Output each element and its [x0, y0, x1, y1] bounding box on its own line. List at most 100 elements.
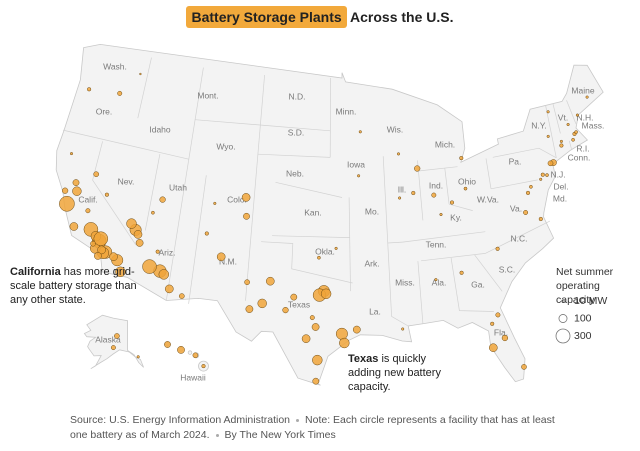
- plant-bubble: [320, 288, 332, 299]
- plant-bubble: [104, 192, 109, 197]
- plant-bubble: [309, 315, 315, 321]
- state-border: [444, 168, 450, 205]
- plant-bubble: [155, 249, 160, 254]
- annotation-bold: California: [10, 266, 61, 278]
- state-label: Ore.: [96, 106, 113, 116]
- state-border: [261, 241, 353, 284]
- plant-bubble: [192, 352, 199, 359]
- state-label: Va.: [510, 203, 522, 213]
- plant-bubble: [459, 270, 464, 275]
- plant-bubble: [312, 354, 323, 366]
- state-border: [421, 220, 551, 262]
- state-border: [449, 203, 473, 211]
- state-label: Calif.: [78, 194, 97, 204]
- state-border: [490, 179, 538, 190]
- state-label: Alaska: [95, 334, 121, 344]
- state-border: [402, 231, 486, 243]
- plant-bubble: [311, 323, 320, 331]
- plant-bubble: [61, 187, 69, 194]
- state-label: Idaho: [149, 124, 171, 134]
- plant-bubble: [301, 334, 311, 343]
- annotation-text: is quickly adding new battery capacity.: [348, 353, 441, 393]
- plant-bubble: [525, 190, 531, 195]
- state-label: N.Y.: [531, 120, 546, 130]
- plant-bubble: [545, 173, 549, 177]
- state-border: [137, 57, 152, 119]
- plant-bubble: [114, 333, 120, 339]
- title-highlight: Battery Storage Plants: [186, 6, 347, 28]
- plant-bubble: [357, 174, 361, 178]
- state-label: Wis.: [387, 124, 404, 134]
- plant-bubble: [459, 156, 464, 161]
- plant-bubble: [139, 72, 142, 76]
- state-label: Neb.: [286, 168, 304, 178]
- legend-label: 100: [574, 312, 592, 324]
- state-border: [450, 257, 494, 312]
- separator: [215, 433, 219, 437]
- state-border: [545, 105, 557, 158]
- state-label: Fla.: [494, 327, 508, 337]
- legend-label: 10 MW: [574, 295, 607, 307]
- state-border: [165, 67, 204, 301]
- plant-bubble: [439, 212, 443, 217]
- plant-bubble: [241, 193, 251, 202]
- state-border: [485, 158, 492, 189]
- plant-bubble: [69, 222, 79, 231]
- state-border: [417, 261, 424, 324]
- plant-bubble: [213, 201, 217, 205]
- plant-bubble: [317, 255, 321, 260]
- plant-bubble: [93, 231, 109, 246]
- plant-bubble: [489, 343, 498, 352]
- plant-bubble: [449, 200, 455, 205]
- state-label: Ariz.: [159, 247, 176, 257]
- state-label: Vt.: [558, 112, 568, 122]
- plant-bubble: [434, 278, 438, 282]
- plant-bubble: [244, 279, 250, 286]
- state-label: La.: [369, 306, 381, 316]
- state-label: Ohio: [458, 176, 476, 186]
- plant-bubble: [85, 208, 91, 214]
- plant-bubble: [547, 160, 554, 167]
- plant-bubble: [414, 165, 421, 172]
- credit: By The New York Times: [224, 429, 336, 441]
- plant-bubble: [539, 177, 543, 181]
- state-label: R.I.: [576, 143, 589, 153]
- state-label: S.C.: [499, 264, 516, 274]
- plant-bubble: [69, 152, 74, 156]
- state-border: [387, 241, 403, 244]
- land-hawaii: [187, 350, 193, 355]
- plant-bubble: [201, 364, 206, 369]
- plant-bubble: [585, 95, 589, 99]
- state-label: Hawaii: [180, 372, 206, 382]
- plant-bubble: [142, 259, 157, 274]
- plant-bubble: [87, 87, 92, 92]
- state-label: Iowa: [347, 159, 365, 169]
- state-label: Mass.: [582, 120, 605, 130]
- state-label: Wash.: [103, 61, 127, 71]
- plant-bubble: [529, 184, 533, 189]
- plant-bubble: [546, 134, 550, 138]
- plant-bubble: [559, 139, 563, 143]
- state-label: Mont.: [197, 90, 218, 100]
- state-border: [62, 129, 189, 160]
- state-border: [257, 153, 331, 158]
- plant-bubble: [358, 130, 362, 134]
- plant-bubble: [352, 325, 361, 334]
- plant-bubble: [290, 293, 298, 301]
- plant-bubble: [411, 190, 416, 196]
- state-border: [566, 100, 577, 124]
- state-label: Ky.: [450, 212, 462, 222]
- plant-bubble: [540, 172, 545, 177]
- state-border: [92, 141, 137, 246]
- state-label: Maine: [571, 85, 594, 95]
- plant-bubble: [204, 231, 209, 236]
- state-border: [348, 197, 351, 292]
- state-border: [275, 181, 343, 198]
- legend-bubble: [558, 314, 568, 323]
- state-label: Utah: [169, 182, 187, 192]
- annotation: Texas is quickly adding new battery capa…: [348, 352, 458, 394]
- plant-bubble: [90, 240, 96, 247]
- state-label: Kan.: [304, 207, 322, 217]
- plant-bubble: [463, 186, 468, 191]
